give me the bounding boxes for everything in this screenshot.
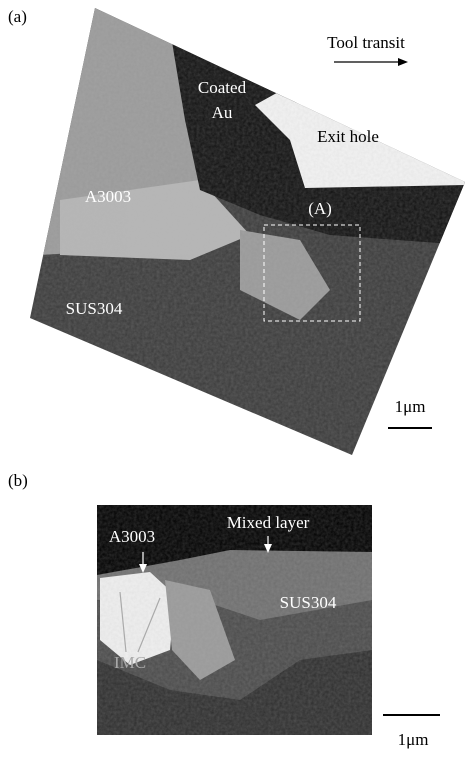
annotation: A3003	[109, 527, 155, 546]
annotation: Tool transit	[327, 33, 405, 52]
annotation: Mixed layer	[227, 513, 310, 532]
panel-label: (b)	[8, 471, 28, 490]
micrograph-a	[0, 0, 465, 460]
figure: (a) Tool transit Coated Au Exit hole A30…	[0, 0, 465, 772]
annotation: SUS304	[66, 299, 123, 318]
annotation: Exit hole	[317, 127, 379, 146]
annotation: SUS304	[280, 593, 337, 612]
annotation: A3003	[85, 187, 131, 206]
annotation: Coated	[198, 78, 247, 97]
scale-label: 1μm	[395, 397, 426, 416]
arrow-head	[398, 58, 408, 66]
annotation: (A)	[308, 199, 332, 218]
panel-label: (a)	[8, 7, 27, 26]
scale-label: 1μm	[398, 730, 429, 749]
annotation: Au	[212, 103, 233, 122]
annotation: IMC	[114, 653, 146, 672]
